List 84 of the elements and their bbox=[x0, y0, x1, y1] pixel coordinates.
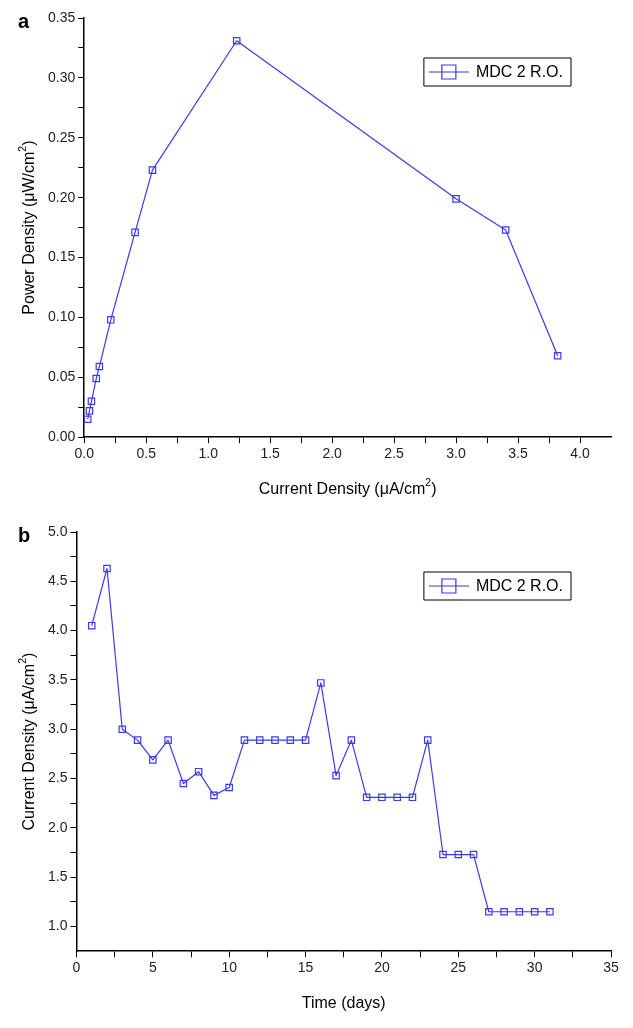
point bbox=[362, 793, 371, 802]
point bbox=[133, 736, 142, 744]
x-tick-label: 2.5 bbox=[384, 445, 405, 462]
point bbox=[131, 228, 139, 237]
point bbox=[271, 736, 279, 744]
y-tick-label: 4.0 bbox=[47, 621, 68, 638]
point bbox=[515, 907, 524, 916]
y-tick-label: 2.0 bbox=[47, 818, 68, 835]
x-tick-label: 5 bbox=[148, 959, 157, 976]
x-tick-label: 1.0 bbox=[198, 445, 219, 462]
legend-label: MDC 2 R.O. bbox=[475, 577, 564, 595]
point bbox=[347, 736, 356, 744]
point bbox=[106, 316, 115, 324]
y-tick-label: 3.0 bbox=[47, 720, 68, 737]
x-tick-label: 3.5 bbox=[508, 445, 528, 462]
point bbox=[500, 907, 508, 916]
point bbox=[408, 793, 417, 802]
x-tick-label: 20 bbox=[374, 959, 390, 976]
point bbox=[240, 736, 249, 744]
point bbox=[255, 736, 264, 744]
y-tick-label: 4.5 bbox=[47, 572, 68, 589]
point bbox=[87, 621, 96, 630]
point bbox=[149, 756, 157, 764]
point bbox=[95, 362, 104, 371]
y-tick-label: 0.25 bbox=[48, 128, 76, 145]
x-tick-label: 30 bbox=[526, 959, 543, 976]
point bbox=[85, 407, 94, 415]
point bbox=[393, 793, 401, 802]
chart-title: b bbox=[18, 523, 31, 546]
point bbox=[92, 374, 101, 383]
point bbox=[301, 736, 310, 744]
point bbox=[553, 351, 562, 360]
x-tick-label: 25 bbox=[450, 959, 467, 976]
y-axis-title: Power Density (μW/cm2) bbox=[17, 140, 38, 315]
point bbox=[530, 907, 539, 916]
chart-title: a bbox=[18, 9, 30, 32]
point bbox=[103, 564, 111, 573]
point bbox=[501, 226, 510, 234]
y-tick-label: 2.5 bbox=[47, 769, 68, 786]
x-tick-label: 0.0 bbox=[74, 445, 95, 462]
point bbox=[225, 783, 233, 792]
y-tick-label: 0.30 bbox=[48, 68, 76, 85]
point bbox=[332, 771, 340, 780]
point bbox=[485, 907, 493, 916]
point bbox=[317, 679, 325, 687]
x-tick-label: 1.5 bbox=[260, 445, 281, 462]
point bbox=[118, 725, 127, 734]
point bbox=[469, 850, 478, 859]
x-tick-label: 35 bbox=[603, 959, 619, 976]
point bbox=[84, 415, 92, 424]
point bbox=[87, 397, 96, 406]
legend-label: MDC 2 R.O. bbox=[475, 63, 564, 81]
x-tick-label: 4.0 bbox=[570, 445, 590, 462]
y-tick-label: 0.05 bbox=[48, 368, 76, 385]
point bbox=[378, 793, 386, 802]
point bbox=[423, 736, 432, 744]
point bbox=[164, 736, 172, 744]
point bbox=[179, 779, 188, 788]
x-tick-label: 3.0 bbox=[446, 445, 467, 462]
x-tick-label: 15 bbox=[297, 959, 314, 976]
point bbox=[210, 791, 218, 800]
x-tick-label: 2.0 bbox=[322, 445, 343, 462]
point bbox=[194, 767, 203, 776]
y-tick-label: 0.10 bbox=[48, 308, 76, 325]
y-axis-title: Current Density (μA/cm2) bbox=[17, 652, 38, 831]
point bbox=[439, 850, 447, 859]
x-tick-label: 10 bbox=[221, 959, 238, 976]
y-tick-label: 3.5 bbox=[47, 670, 68, 687]
y-tick-label: 0.00 bbox=[48, 428, 76, 445]
point bbox=[148, 166, 157, 174]
point bbox=[454, 850, 463, 859]
point bbox=[452, 195, 460, 203]
x-axis-title: Time (days) bbox=[301, 993, 386, 1011]
y-tick-label: 5.0 bbox=[47, 522, 68, 539]
y-tick-label: 1.0 bbox=[47, 917, 68, 934]
y-tick-label: 1.5 bbox=[47, 868, 68, 885]
x-tick-label: 0 bbox=[72, 959, 81, 976]
y-tick-label: 0.15 bbox=[48, 248, 76, 265]
point bbox=[546, 907, 554, 916]
point bbox=[232, 36, 241, 45]
y-tick-label: 0.35 bbox=[48, 8, 76, 25]
point bbox=[286, 736, 295, 744]
x-tick-label: 0.5 bbox=[136, 445, 157, 462]
y-tick-label: 0.20 bbox=[48, 188, 76, 205]
